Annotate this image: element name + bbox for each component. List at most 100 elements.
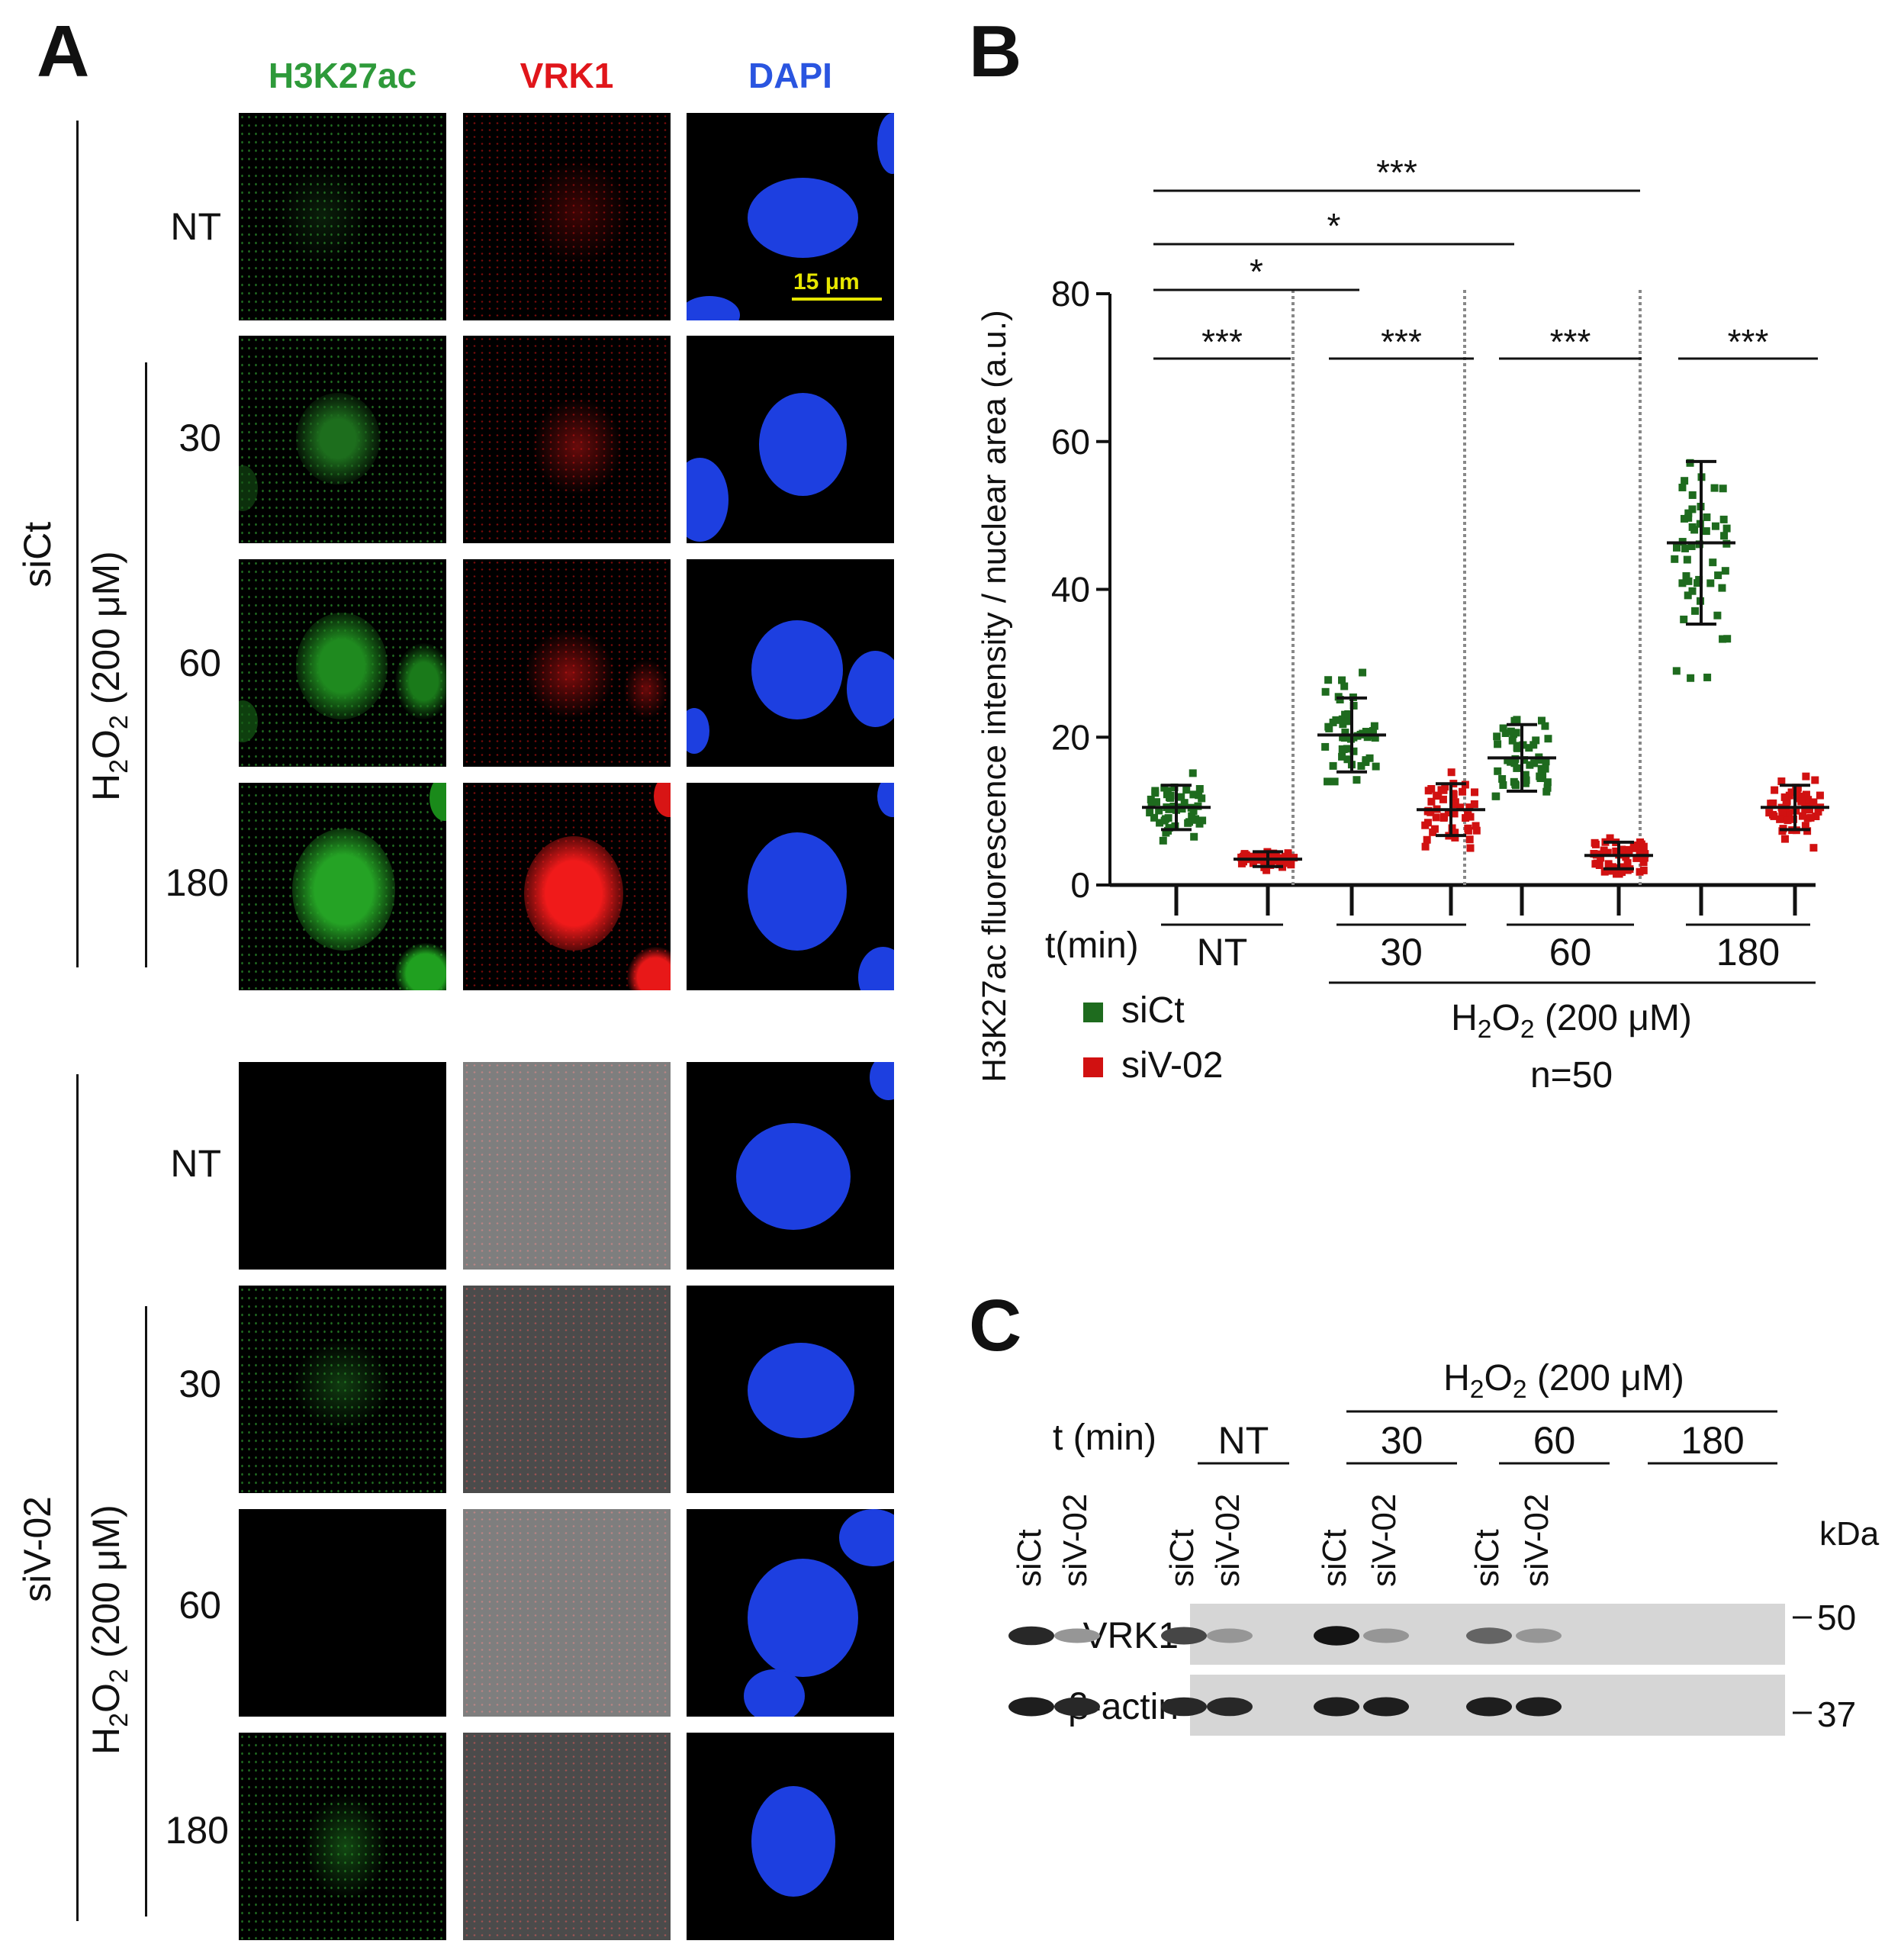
data-point xyxy=(1608,863,1616,871)
marker-label: 37 xyxy=(1817,1694,1856,1734)
group-label-sict: siCt xyxy=(16,521,59,587)
blot-band xyxy=(1008,1626,1054,1646)
data-point xyxy=(1543,778,1552,787)
data-point xyxy=(1282,859,1291,867)
data-point xyxy=(1151,789,1160,797)
data-point xyxy=(1681,477,1689,485)
image-dapi-sict-30 xyxy=(687,336,894,543)
data-point xyxy=(1709,558,1717,567)
time-group-label: 60 xyxy=(1533,1419,1576,1462)
image-vrk1-siv02-30 xyxy=(463,1286,671,1493)
data-point xyxy=(1600,867,1609,876)
panel-a-letter: A xyxy=(37,11,90,92)
data-point xyxy=(1504,756,1512,764)
data-point xyxy=(1466,844,1475,852)
blot-band xyxy=(1161,1697,1207,1717)
treatment-label: H2O2 (200 μM) xyxy=(1443,1358,1684,1404)
data-point xyxy=(1767,800,1775,808)
data-point xyxy=(1329,761,1337,770)
data-point xyxy=(1287,861,1295,869)
y-axis-label: H3K27ac fluorescence intensity / nuclear… xyxy=(976,310,1013,1083)
image-vrk1-sict-180 xyxy=(463,783,671,990)
data-point xyxy=(1590,850,1598,858)
data-point xyxy=(1787,788,1796,797)
n-label: n=50 xyxy=(1530,1055,1613,1096)
data-point xyxy=(1362,756,1370,764)
data-point xyxy=(1459,787,1467,796)
data-point xyxy=(1494,767,1502,775)
data-point xyxy=(1450,809,1459,818)
data-point xyxy=(1718,584,1726,592)
data-point xyxy=(1339,720,1347,729)
data-point xyxy=(1684,591,1692,600)
data-point xyxy=(1166,791,1175,800)
data-point xyxy=(1802,790,1810,799)
data-point xyxy=(1802,772,1810,780)
data-point xyxy=(1246,852,1255,861)
image-h3k27ac-sict-60 xyxy=(239,559,446,767)
data-point xyxy=(1363,733,1372,742)
blot-band xyxy=(1363,1697,1409,1717)
data-point xyxy=(1330,777,1339,786)
image-dapi-siv02-180 xyxy=(687,1733,894,1940)
row-label: 30 xyxy=(179,1363,221,1405)
y-tick-label: 80 xyxy=(1051,274,1090,314)
channel-label-vrk1: VRK1 xyxy=(519,56,614,95)
data-point xyxy=(1636,848,1644,857)
lane-label: siV-02 xyxy=(1057,1494,1094,1587)
lane-label: siCt xyxy=(1011,1529,1048,1587)
data-point xyxy=(1427,797,1436,806)
data-point xyxy=(1165,824,1173,832)
row-label: 60 xyxy=(179,1584,221,1627)
data-point xyxy=(1720,532,1729,540)
data-point xyxy=(1632,854,1641,862)
data-point xyxy=(1162,829,1170,837)
data-point xyxy=(1532,736,1540,745)
data-point xyxy=(1159,836,1167,845)
data-point xyxy=(1353,776,1361,784)
data-point xyxy=(1344,710,1353,718)
data-point xyxy=(1449,790,1458,799)
data-point xyxy=(1541,764,1549,773)
data-point xyxy=(1682,572,1690,581)
data-point xyxy=(1508,736,1517,745)
row-label: 30 xyxy=(179,417,221,459)
data-point xyxy=(1195,791,1203,800)
data-point xyxy=(1695,575,1703,584)
data-point xyxy=(1510,759,1519,768)
data-point xyxy=(1369,726,1377,735)
data-point xyxy=(1623,859,1632,867)
data-point xyxy=(1671,555,1679,563)
data-point xyxy=(1600,846,1608,854)
data-point xyxy=(1423,835,1431,844)
group-bracket-sict xyxy=(76,121,79,967)
data-point xyxy=(1284,849,1292,858)
data-point xyxy=(1464,824,1472,832)
data-point xyxy=(1771,786,1779,794)
data-point xyxy=(1526,761,1534,769)
data-point xyxy=(1806,813,1815,822)
image-h3k27ac-sict-nt xyxy=(239,113,446,320)
group-bracket-siv02 xyxy=(76,1074,79,1921)
data-point xyxy=(1684,513,1693,522)
data-point xyxy=(1688,505,1697,513)
group-label-siv02: siV-02 xyxy=(16,1496,59,1602)
data-point xyxy=(1249,859,1257,867)
data-point xyxy=(1147,795,1155,803)
y-tick-label: 40 xyxy=(1051,570,1090,610)
data-point xyxy=(1180,799,1189,807)
time-group-label: 180 xyxy=(1716,931,1780,974)
data-point xyxy=(1678,579,1687,587)
data-point xyxy=(1494,740,1502,748)
data-point xyxy=(1814,807,1822,816)
data-point xyxy=(1444,809,1452,817)
data-point xyxy=(1639,854,1647,862)
data-point xyxy=(1499,780,1507,789)
data-point xyxy=(1321,687,1330,696)
data-point xyxy=(1371,734,1379,742)
time-group-label: 30 xyxy=(1380,931,1423,974)
marker-label: 50 xyxy=(1817,1598,1856,1637)
channel-label-dapi: DAPI xyxy=(748,56,832,95)
image-h3k27ac-siv02-60 xyxy=(239,1509,446,1717)
data-point xyxy=(1684,577,1693,585)
